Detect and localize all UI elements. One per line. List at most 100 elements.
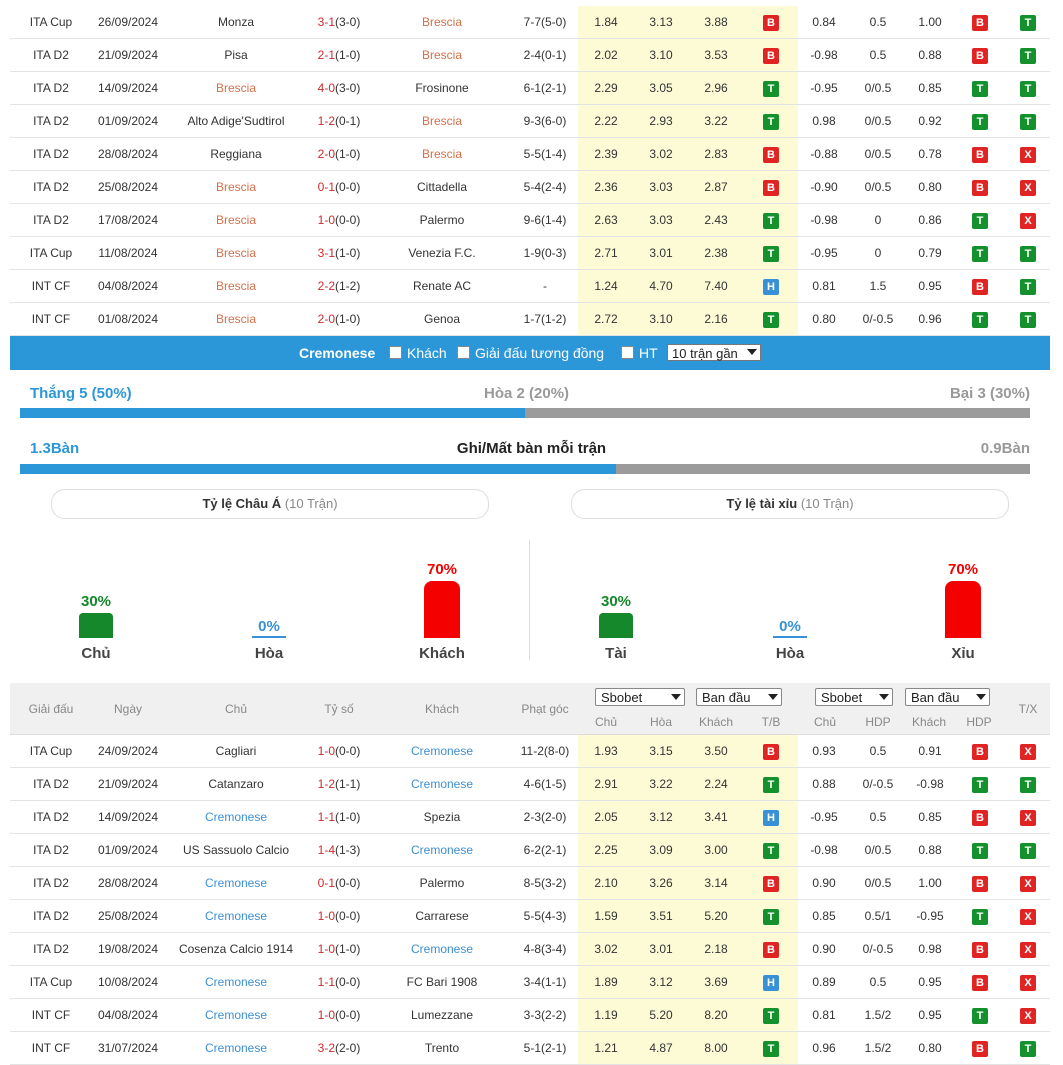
score-cell[interactable]: 3-2(2-0) [306, 1032, 372, 1064]
hdp-home-odds: -0.98 [810, 213, 838, 227]
home-team[interactable]: Brescia [215, 180, 256, 194]
ht-filter[interactable]: HT [621, 336, 658, 370]
score-cell[interactable]: 1-1(1-0) [306, 801, 372, 833]
home-team[interactable]: Cremonese [204, 876, 268, 890]
score-cell[interactable]: 0-1(0-0) [306, 867, 372, 899]
score-cell[interactable]: 2-2(1-2) [306, 270, 372, 302]
away-team[interactable]: Genoa [423, 312, 461, 326]
bookmaker-select-1[interactable]: Sbobet [595, 688, 685, 706]
away-team[interactable]: Palermo [419, 213, 465, 227]
league-cell: INT CF [31, 312, 71, 326]
odds-home: 2.29 [578, 72, 634, 104]
home-team[interactable]: Brescia [215, 312, 256, 326]
away-team[interactable]: Frosinone [415, 81, 469, 95]
result-cell: T [954, 303, 1006, 335]
league-cell: ITA D2 [33, 843, 69, 857]
away-team[interactable]: Lumezzane [410, 1008, 474, 1022]
score-cell[interactable]: 1-4(1-3) [306, 834, 372, 866]
score-cell[interactable]: 0-1(0-0) [306, 171, 372, 203]
away-filter[interactable]: Khách [389, 336, 447, 370]
score-cell[interactable]: 1-2(1-1) [306, 768, 372, 800]
result-cell: B [954, 138, 1006, 170]
home-team[interactable]: Pisa [224, 48, 248, 62]
away-team[interactable]: FC Bari 1908 [406, 975, 478, 989]
table-row: ITA D2 01/09/2024 Alto Adige'Sudtirol 1-2(0… [10, 105, 1050, 138]
table-row: ITA D2 17/08/2024 Brescia 1-0(0-0) Palermo 9-… [10, 204, 1050, 237]
score-cell[interactable]: 3-1(1-0) [306, 237, 372, 269]
home-team[interactable]: Cremonese [204, 975, 268, 989]
corner-cell: 5-1(2-1) [523, 1041, 567, 1055]
home-team[interactable]: Cosenza Calcio 1914 [178, 942, 294, 956]
bookmaker-select-2[interactable]: Sbobet [815, 688, 893, 706]
result-cell: T [744, 105, 798, 137]
score-cell[interactable]: 3-1(3-0) [306, 6, 372, 38]
odds-type-select-1[interactable]: Ban đầu [696, 688, 782, 706]
score-cell[interactable]: 1-2(0-1) [306, 105, 372, 137]
col-hdp-2: HDP [966, 715, 992, 729]
chart-bar-label: Hòa [775, 645, 805, 662]
score-cell[interactable]: 2-0(1-0) [306, 303, 372, 335]
result-cell: T [744, 303, 798, 335]
final-score: 3-1 [317, 246, 335, 260]
away-team[interactable]: Cremonese [410, 777, 474, 791]
same-league-checkbox[interactable] [457, 346, 470, 359]
date-cell: 01/08/2024 [97, 312, 159, 326]
corner-cell: 2-4(0-1) [523, 48, 567, 62]
away-team[interactable]: Cremonese [410, 942, 474, 956]
home-team[interactable]: Catanzaro [208, 777, 264, 791]
away-team[interactable]: Brescia [421, 48, 462, 62]
home-team[interactable]: Alto Adige'Sudtirol [187, 114, 285, 128]
home-team[interactable]: Brescia [215, 246, 256, 260]
away-team[interactable]: Spezia [423, 810, 461, 824]
hdp-away-odds: -0.95 [916, 909, 944, 923]
hdp-home-odds: -0.98 [810, 48, 838, 62]
ht-checkbox[interactable] [621, 346, 634, 359]
home-team[interactable]: Cremonese [204, 1041, 268, 1055]
final-score: 0-1 [317, 876, 335, 890]
home-team[interactable]: Monza [217, 15, 255, 29]
result-badge: B [972, 146, 988, 163]
home-team[interactable]: Cremonese [204, 909, 268, 923]
home-team[interactable]: US Sassuolo Calcio [182, 843, 290, 857]
goals-title: Ghi/Mất bàn mỗi trận [456, 440, 607, 457]
same-league-filter[interactable]: Giải đấu tương đồng [457, 336, 604, 370]
away-team[interactable]: Brescia [421, 15, 462, 29]
score-cell[interactable]: 1-0(0-0) [306, 204, 372, 236]
result-badge: X [1020, 212, 1036, 229]
away-team[interactable]: Renate AC [412, 279, 472, 293]
away-team[interactable]: Carrarese [415, 909, 469, 923]
away-team[interactable]: Venezia F.C. [408, 246, 476, 260]
score-cell[interactable]: 1-1(0-0) [306, 966, 372, 998]
home-team[interactable]: Cagliari [215, 744, 257, 758]
home-team[interactable]: Cremonese [204, 1008, 268, 1022]
score-cell[interactable]: 2-0(1-0) [306, 138, 372, 170]
away-team[interactable]: Cittadella [416, 180, 468, 194]
halftime-score: (0-1) [335, 114, 361, 128]
home-team[interactable]: Brescia [215, 81, 256, 95]
home-team[interactable]: Brescia [215, 213, 256, 227]
home-team[interactable]: Brescia [215, 279, 256, 293]
result-badge: T [972, 113, 988, 130]
odds-type-select-2[interactable]: Ban đầu [905, 688, 990, 706]
away-team[interactable]: Palermo [419, 876, 465, 890]
match-count-select[interactable]: 10 trận gần [667, 344, 761, 361]
result-cell: T [1006, 303, 1050, 335]
score-cell[interactable]: 1-0(0-0) [306, 735, 372, 767]
home-team[interactable]: Cremonese [204, 810, 268, 824]
odds-away: 2.96 [688, 72, 744, 104]
score-cell[interactable]: 1-0(0-0) [306, 999, 372, 1031]
score-cell[interactable]: 1-0(0-0) [306, 900, 372, 932]
away-team[interactable]: Brescia [421, 147, 462, 161]
away-checkbox[interactable] [389, 346, 402, 359]
team-name[interactable]: Cremonese [299, 345, 376, 361]
halftime-score: (3-0) [335, 81, 361, 95]
odds-away: 3.22 [688, 105, 744, 137]
home-team[interactable]: Reggiana [210, 147, 262, 161]
away-team[interactable]: Cremonese [410, 744, 474, 758]
score-cell[interactable]: 4-0(3-0) [306, 72, 372, 104]
score-cell[interactable]: 2-1(1-0) [306, 39, 372, 71]
away-team[interactable]: Cremonese [410, 843, 474, 857]
score-cell[interactable]: 1-0(1-0) [306, 933, 372, 965]
away-team[interactable]: Trento [424, 1041, 460, 1055]
away-team[interactable]: Brescia [421, 114, 462, 128]
